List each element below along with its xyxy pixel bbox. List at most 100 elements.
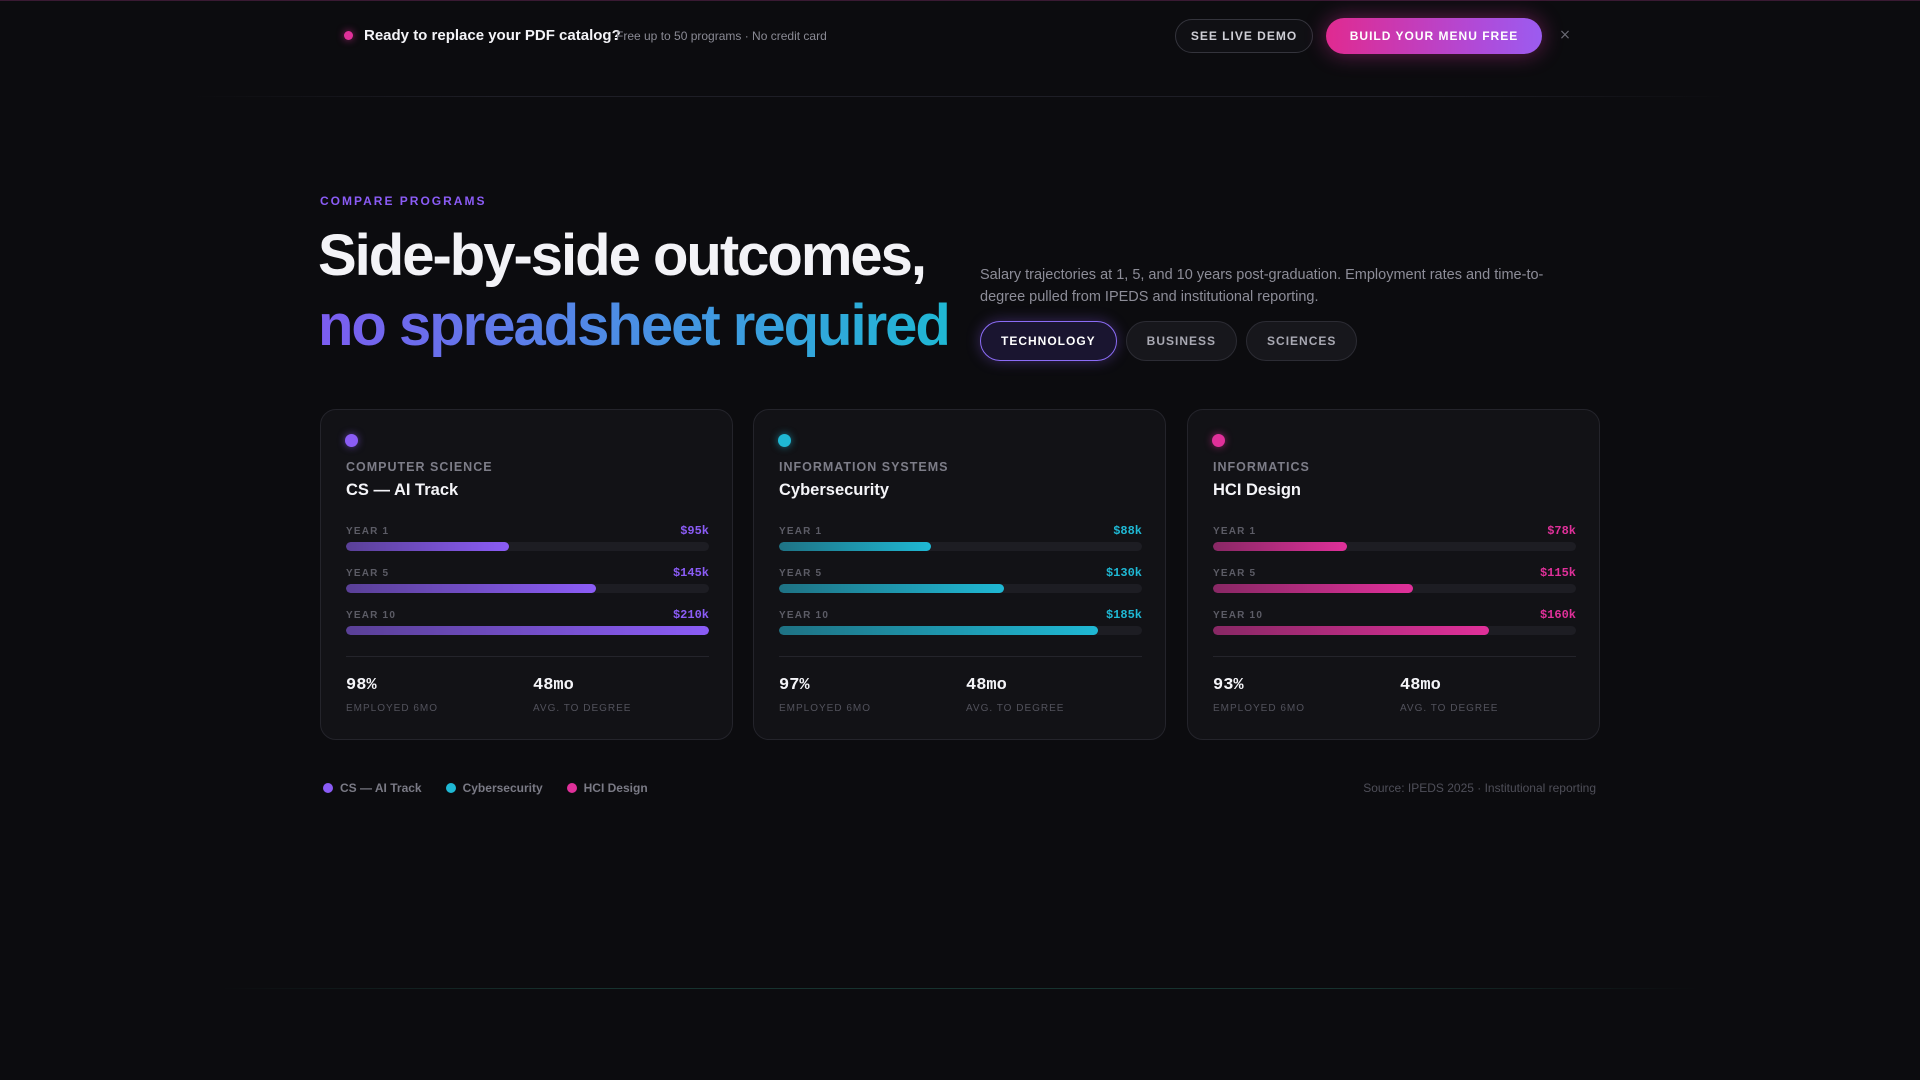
bar-value: $145k bbox=[672, 566, 709, 580]
page-title-accent: no spreadsheet required bbox=[318, 293, 951, 358]
status-dot-icon bbox=[344, 31, 353, 40]
bar-track bbox=[346, 626, 709, 635]
employed-rate: 98% bbox=[346, 676, 377, 695]
bar-value: $115k bbox=[1539, 566, 1576, 580]
employed-rate: 97% bbox=[779, 676, 810, 695]
time-to-degree: 48mo bbox=[533, 676, 574, 695]
filter-business[interactable]: BUSINESS bbox=[1125, 321, 1238, 361]
program-card-cs-ai[interactable]: COMPUTER SCIENCE CS — AI Track YEAR 1 $9… bbox=[320, 409, 733, 740]
bar-fill bbox=[779, 542, 932, 551]
program-title: Cybersecurity bbox=[779, 481, 890, 499]
employed-label: EMPLOYED 6MO bbox=[779, 703, 872, 714]
promo-banner: Ready to replace your PDF catalog? Free … bbox=[0, 0, 1920, 70]
close-icon[interactable]: × bbox=[1559, 27, 1571, 43]
source-note: Source: IPEDS 2025 · Institutional repor… bbox=[1363, 781, 1596, 795]
bar-track bbox=[779, 626, 1142, 635]
card-divider bbox=[346, 656, 709, 657]
bar-fill bbox=[1213, 584, 1413, 593]
employed-label: EMPLOYED 6MO bbox=[346, 703, 439, 714]
bar-label: YEAR 10 bbox=[1213, 610, 1264, 621]
legend-dot-icon bbox=[323, 783, 333, 793]
bar-label: YEAR 1 bbox=[1213, 526, 1257, 537]
salary-bar-year-10: YEAR 10 $210k bbox=[346, 608, 709, 635]
bar-value: $130k bbox=[1105, 566, 1142, 580]
legend: CS — AI Track Cybersecurity HCI Design bbox=[323, 781, 648, 795]
bar-label: YEAR 1 bbox=[779, 526, 823, 537]
salary-bar-year-1: YEAR 1 $78k bbox=[1213, 524, 1576, 551]
program-category: INFORMATICS bbox=[1213, 460, 1310, 474]
legend-item-cs-ai: CS — AI Track bbox=[323, 781, 422, 795]
bar-label: YEAR 5 bbox=[1213, 568, 1257, 579]
bar-track bbox=[1213, 626, 1576, 635]
filter-sciences[interactable]: SCIENCES bbox=[1246, 321, 1358, 361]
bar-value: $185k bbox=[1105, 608, 1142, 622]
program-dot-icon bbox=[1212, 434, 1225, 447]
program-category: INFORMATION SYSTEMS bbox=[779, 460, 949, 474]
bar-value: $160k bbox=[1539, 608, 1576, 622]
bar-label: YEAR 5 bbox=[779, 568, 823, 579]
time-to-degree-label: AVG. TO DEGREE bbox=[1400, 703, 1499, 714]
hero-description: Salary trajectories at 1, 5, and 10 year… bbox=[980, 267, 1544, 305]
time-to-degree-label: AVG. TO DEGREE bbox=[966, 703, 1065, 714]
bar-value: $78k bbox=[1547, 524, 1576, 538]
bar-track bbox=[1213, 584, 1576, 593]
bar-track bbox=[779, 542, 1142, 551]
salary-bar-year-10: YEAR 10 $160k bbox=[1213, 608, 1576, 635]
bar-fill bbox=[346, 542, 510, 551]
program-dot-icon bbox=[778, 434, 791, 447]
program-title: HCI Design bbox=[1213, 481, 1302, 499]
bar-fill bbox=[1213, 542, 1348, 551]
bar-track bbox=[779, 584, 1142, 593]
program-category: COMPUTER SCIENCE bbox=[346, 460, 493, 474]
bar-fill bbox=[779, 626, 1099, 635]
legend-label: CS — AI Track bbox=[340, 781, 422, 795]
salary-bar-year-1: YEAR 1 $95k bbox=[346, 524, 709, 551]
bar-track bbox=[346, 584, 709, 593]
divider bbox=[220, 988, 1700, 989]
page-title: Side-by-side outcomes, bbox=[318, 223, 927, 288]
program-card-hci-design[interactable]: INFORMATICS HCI Design YEAR 1 $78k YEAR … bbox=[1187, 409, 1600, 740]
salary-bar-year-10: YEAR 10 $185k bbox=[779, 608, 1142, 635]
bar-value: $210k bbox=[672, 608, 709, 622]
divider bbox=[190, 96, 1730, 97]
salary-bar-year-5: YEAR 5 $115k bbox=[1213, 566, 1576, 593]
salary-bar-year-5: YEAR 5 $130k bbox=[779, 566, 1142, 593]
bar-fill bbox=[1213, 626, 1489, 635]
legend-label: HCI Design bbox=[583, 781, 648, 795]
banner-subtitle: Free up to 50 programs · No credit card bbox=[616, 29, 827, 43]
time-to-degree-label: AVG. TO DEGREE bbox=[533, 703, 632, 714]
legend-item-cybersecurity: Cybersecurity bbox=[445, 781, 543, 795]
legend-item-hci-design: HCI Design bbox=[566, 781, 648, 795]
bar-fill bbox=[779, 584, 1005, 593]
bar-label: YEAR 1 bbox=[346, 526, 390, 537]
salary-bar-year-1: YEAR 1 $88k bbox=[779, 524, 1142, 551]
category-filters: TECHNOLOGY BUSINESS SCIENCES bbox=[980, 321, 1358, 361]
legend-dot-icon bbox=[445, 783, 456, 793]
banner-title: Ready to replace your PDF catalog? bbox=[364, 27, 621, 44]
bar-track bbox=[346, 542, 709, 551]
bar-value: $88k bbox=[1113, 524, 1142, 538]
card-divider bbox=[1213, 656, 1576, 657]
section-eyebrow: COMPARE PROGRAMS bbox=[320, 194, 487, 208]
bar-fill bbox=[346, 584, 597, 593]
legend-label: Cybersecurity bbox=[462, 781, 543, 795]
program-dot-icon bbox=[345, 434, 358, 447]
employed-label: EMPLOYED 6MO bbox=[1213, 703, 1306, 714]
program-title: CS — AI Track bbox=[346, 481, 459, 499]
time-to-degree: 48mo bbox=[966, 676, 1007, 695]
filter-technology[interactable]: TECHNOLOGY bbox=[980, 321, 1117, 361]
legend-dot-icon bbox=[566, 783, 577, 793]
card-divider bbox=[779, 656, 1142, 657]
bar-label: YEAR 5 bbox=[346, 568, 390, 579]
bar-label: YEAR 10 bbox=[346, 610, 397, 621]
salary-bar-year-5: YEAR 5 $145k bbox=[346, 566, 709, 593]
build-menu-button[interactable]: BUILD YOUR MENU FREE bbox=[1326, 18, 1542, 54]
time-to-degree: 48mo bbox=[1400, 676, 1441, 695]
bar-label: YEAR 10 bbox=[779, 610, 830, 621]
employed-rate: 93% bbox=[1213, 676, 1244, 695]
bar-track bbox=[1213, 542, 1576, 551]
program-card-cybersecurity[interactable]: INFORMATION SYSTEMS Cybersecurity YEAR 1… bbox=[753, 409, 1166, 740]
see-live-demo-button[interactable]: SEE LIVE DEMO bbox=[1175, 19, 1313, 53]
bar-fill bbox=[346, 626, 709, 635]
bar-value: $95k bbox=[680, 524, 709, 538]
